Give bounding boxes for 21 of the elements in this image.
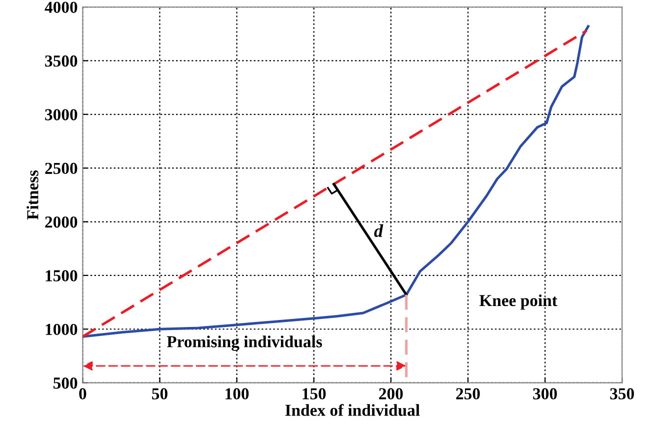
x-tick-label: 300 <box>533 388 557 400</box>
x-axis-title: Index of individual <box>285 404 420 416</box>
y-tick-label: 1500 <box>46 270 78 282</box>
y-tick-label: 3500 <box>45 55 78 67</box>
y-tick-label: 500 <box>53 378 78 389</box>
x-tick-label: 50 <box>152 388 168 400</box>
y-tick-label: 4000 <box>44 2 78 13</box>
annotation: d <box>374 224 384 238</box>
y-axis-title: Fitness <box>26 170 38 220</box>
x-tick-label: 100 <box>226 388 249 400</box>
x-tick-label: 350 <box>610 388 634 400</box>
y-tick-label: 2000 <box>45 216 78 228</box>
x-tick-label: 0 <box>79 388 86 400</box>
y-tick-label: 3000 <box>45 109 78 120</box>
y-tick-label: 1000 <box>46 324 78 336</box>
y-tick-label: 2500 <box>45 162 78 174</box>
annotation: Promising individuals <box>166 336 322 351</box>
x-tick-label: 150 <box>302 388 326 400</box>
x-tick-label: 250 <box>456 388 480 400</box>
annotation: Knee point <box>479 294 558 310</box>
x-tick-label: 200 <box>379 388 403 400</box>
